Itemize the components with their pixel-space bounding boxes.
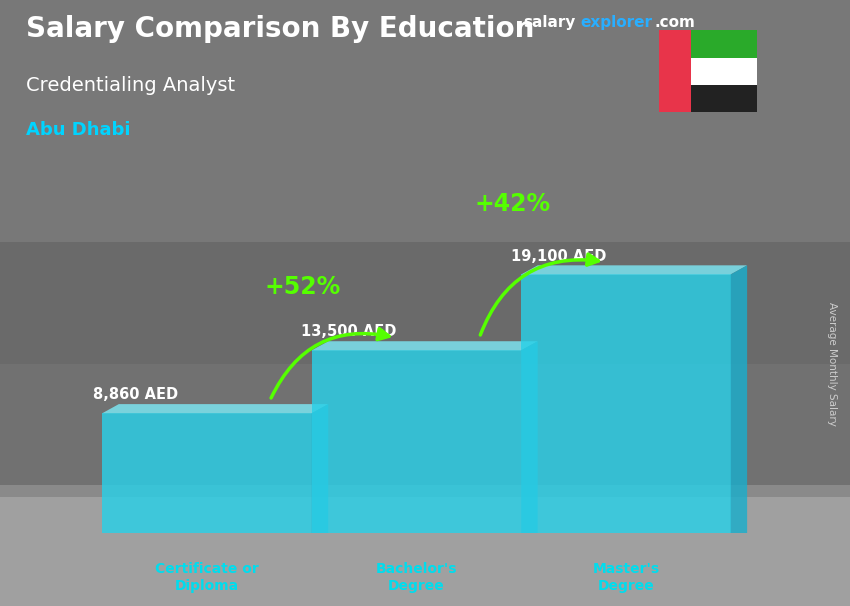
Polygon shape xyxy=(102,413,312,533)
Text: Salary Comparison By Education: Salary Comparison By Education xyxy=(26,15,534,43)
Text: 13,500 AED: 13,500 AED xyxy=(302,324,397,339)
Text: +42%: +42% xyxy=(474,191,550,216)
Polygon shape xyxy=(102,404,328,413)
Text: Certificate or
Diploma: Certificate or Diploma xyxy=(156,562,259,593)
Bar xyxy=(659,30,691,112)
Polygon shape xyxy=(731,265,747,533)
Polygon shape xyxy=(312,350,521,533)
Bar xyxy=(691,58,756,85)
Polygon shape xyxy=(312,341,538,350)
Text: explorer: explorer xyxy=(581,15,653,30)
Polygon shape xyxy=(521,275,731,533)
Polygon shape xyxy=(521,341,538,533)
Bar xyxy=(0,497,850,606)
Text: Average Monthly Salary: Average Monthly Salary xyxy=(827,302,837,425)
Polygon shape xyxy=(521,265,747,275)
Bar xyxy=(0,236,850,485)
Text: Abu Dhabi: Abu Dhabi xyxy=(26,121,130,139)
Text: +52%: +52% xyxy=(264,275,341,299)
Text: salary: salary xyxy=(523,15,575,30)
Bar xyxy=(0,0,850,242)
Text: Master's
Degree: Master's Degree xyxy=(592,562,660,593)
Text: 19,100 AED: 19,100 AED xyxy=(511,248,606,264)
Text: Credentialing Analyst: Credentialing Analyst xyxy=(26,76,235,95)
Bar xyxy=(0,115,850,364)
Bar xyxy=(691,30,756,58)
Polygon shape xyxy=(312,404,328,533)
Bar xyxy=(691,85,756,112)
Text: 8,860 AED: 8,860 AED xyxy=(94,387,178,402)
Text: Bachelor's
Degree: Bachelor's Degree xyxy=(376,562,457,593)
Text: .com: .com xyxy=(654,15,695,30)
Bar xyxy=(0,358,850,606)
